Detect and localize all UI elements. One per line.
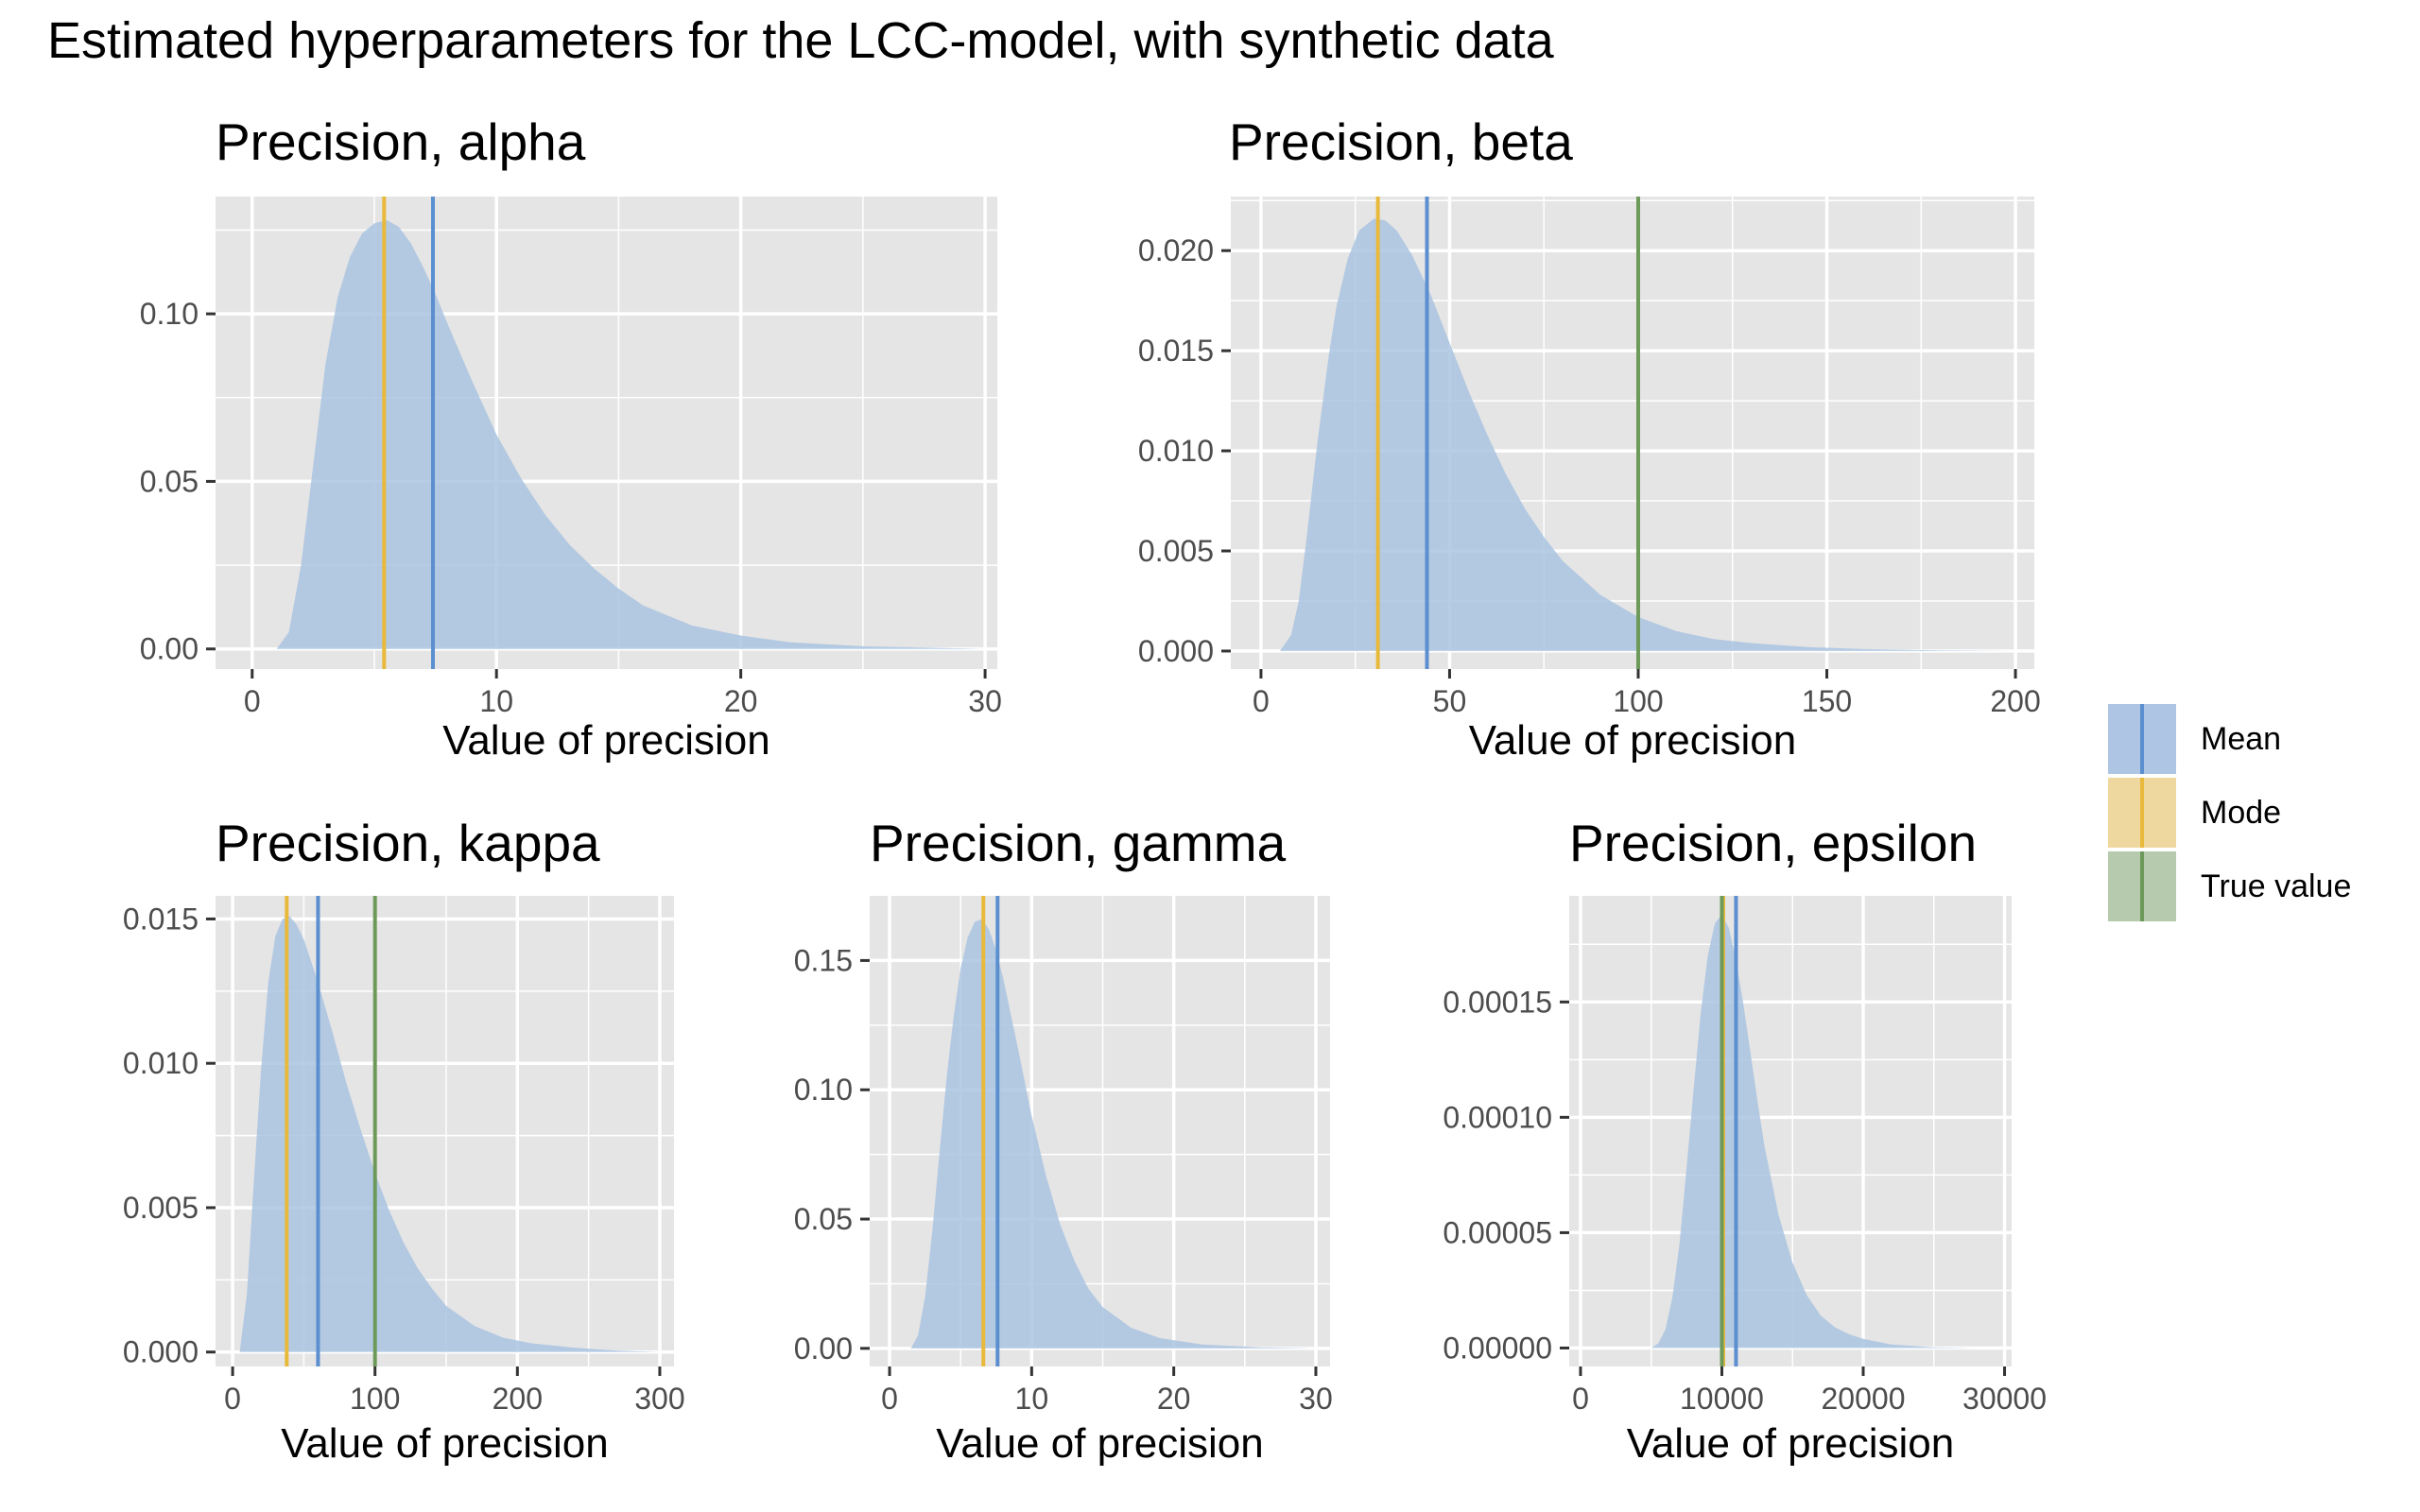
y-tick-label: 0.10 — [794, 1073, 853, 1107]
panel-kappa: Precision, kappa 0 100 200 300 0.000 0.005 0.0… — [90, 813, 733, 1474]
x-tick-label: 300 — [634, 1382, 684, 1416]
y-tick-label: 0.010 — [123, 1046, 199, 1080]
y-tick-label: 0.015 — [123, 902, 199, 936]
x-tick-label: 100 — [350, 1382, 400, 1416]
y-tick-label: 0.00005 — [1443, 1215, 1552, 1249]
plot-beta: 0 50 100 150 200 0.000 0.005 0.010 0.015 0.020 Val… — [1138, 197, 2041, 764]
x-tick-label: 10000 — [1680, 1382, 1764, 1416]
y-tick-label: 0.000 — [123, 1335, 199, 1369]
y-tick-label: 0.00010 — [1443, 1100, 1552, 1134]
x-tick-label: 30000 — [1962, 1382, 2047, 1416]
x-tick-label: 20 — [724, 684, 758, 718]
x-tick-label: 50 — [1433, 684, 1467, 718]
x-tick-label: 20000 — [1822, 1382, 1906, 1416]
y-tick-label: 0.000 — [1138, 634, 1214, 668]
x-tick-label: 10 — [479, 684, 513, 718]
density-area-kappa — [239, 916, 660, 1352]
y-tick-label: 0.015 — [1138, 334, 1214, 368]
density-area-alpha — [276, 219, 986, 649]
x-tick-label: 0 — [1572, 1382, 1589, 1416]
panel-title-epsilon: Precision, epsilon — [1569, 814, 1978, 872]
panel-beta: Precision, beta 0 50 100 150 200 0.000 0.005 0.… — [1068, 112, 2061, 792]
density-area-gamma — [910, 919, 1316, 1349]
x-tick-label: 30 — [968, 684, 1002, 718]
panel-title-alpha: Precision, alpha — [216, 112, 586, 171]
x-tick-label: 0 — [881, 1382, 898, 1416]
y-tick-label: 0.005 — [1138, 534, 1214, 568]
y-tick-label: 0.00 — [140, 632, 199, 666]
panel-gamma: Precision, gamma 0 10 20 30 0.00 0.05 0.10 0.15… — [756, 813, 1342, 1474]
x-tick-label: 10 — [1015, 1382, 1049, 1416]
plot-gamma: 0 10 20 30 0.00 0.05 0.10 0.15 Value of precisio… — [794, 896, 1333, 1467]
y-tick-label: 0.05 — [140, 464, 199, 498]
x-tick-label: 150 — [1802, 684, 1852, 718]
x-tick-label: 0 — [224, 1382, 241, 1416]
panel-alpha: Precision, alpha 0 10 20 30 0.00 0.05 0.10 Valu… — [90, 112, 1035, 792]
x-tick-label: 30 — [1299, 1382, 1333, 1416]
y-tick-label: 0.00015 — [1443, 985, 1552, 1019]
panel-title-gamma: Precision, gamma — [870, 814, 1287, 872]
legend: Mean Mode True value — [2106, 704, 2418, 931]
legend-label: Mode — [2201, 795, 2281, 831]
legend-label: Mean — [2201, 721, 2281, 757]
y-tick-label: 0.00 — [794, 1332, 853, 1366]
panel-epsilon: Precision, epsilon 0 10000 20000 30000 0.000… — [1409, 813, 2089, 1474]
x-tick-label: 200 — [1990, 684, 2040, 718]
legend-graphic: Mean Mode True value — [2108, 704, 2351, 921]
y-tick-label: 0.15 — [794, 943, 853, 977]
x-tick-label: 0 — [1253, 684, 1270, 718]
density-area-beta — [1279, 218, 2016, 651]
x-tick-label: 200 — [493, 1382, 543, 1416]
x-tick-label: 20 — [1157, 1382, 1191, 1416]
y-tick-label: 0.05 — [794, 1202, 853, 1236]
figure-title: Estimated hyperparameters for the LCC-mo… — [47, 12, 1554, 69]
x-axis-title: Value of precision — [281, 1420, 609, 1467]
x-axis-title: Value of precision — [1627, 1420, 1955, 1467]
plot-kappa: 0 100 200 300 0.000 0.005 0.010 0.015 Value of p… — [123, 896, 685, 1467]
y-tick-label: 0.005 — [123, 1191, 199, 1225]
density-area-epsilon — [1651, 914, 1977, 1349]
y-tick-label: 0.020 — [1138, 233, 1214, 267]
y-tick-label: 0.10 — [140, 297, 199, 331]
legend-item-true: True value — [2108, 851, 2351, 921]
x-tick-label: 0 — [244, 684, 261, 718]
x-axis-title: Value of precision — [442, 717, 770, 764]
plot-epsilon: 0 10000 20000 30000 0.00000 0.00005 0.00010 0.0… — [1443, 896, 2047, 1467]
y-tick-label: 0.010 — [1138, 434, 1214, 468]
x-axis-title: Value of precision — [936, 1420, 1264, 1467]
x-tick-label: 100 — [1613, 684, 1663, 718]
plot-alpha: 0 10 20 30 0.00 0.05 0.10 Value of precision — [140, 197, 1002, 764]
panel-title-beta: Precision, beta — [1229, 112, 1573, 171]
legend-item-mean: Mean — [2108, 704, 2281, 774]
x-axis-title: Value of precision — [1469, 717, 1797, 764]
y-tick-label: 0.00000 — [1443, 1331, 1552, 1365]
legend-label: True value — [2201, 868, 2351, 904]
legend-item-mode: Mode — [2108, 778, 2281, 848]
panel-title-kappa: Precision, kappa — [216, 814, 600, 872]
